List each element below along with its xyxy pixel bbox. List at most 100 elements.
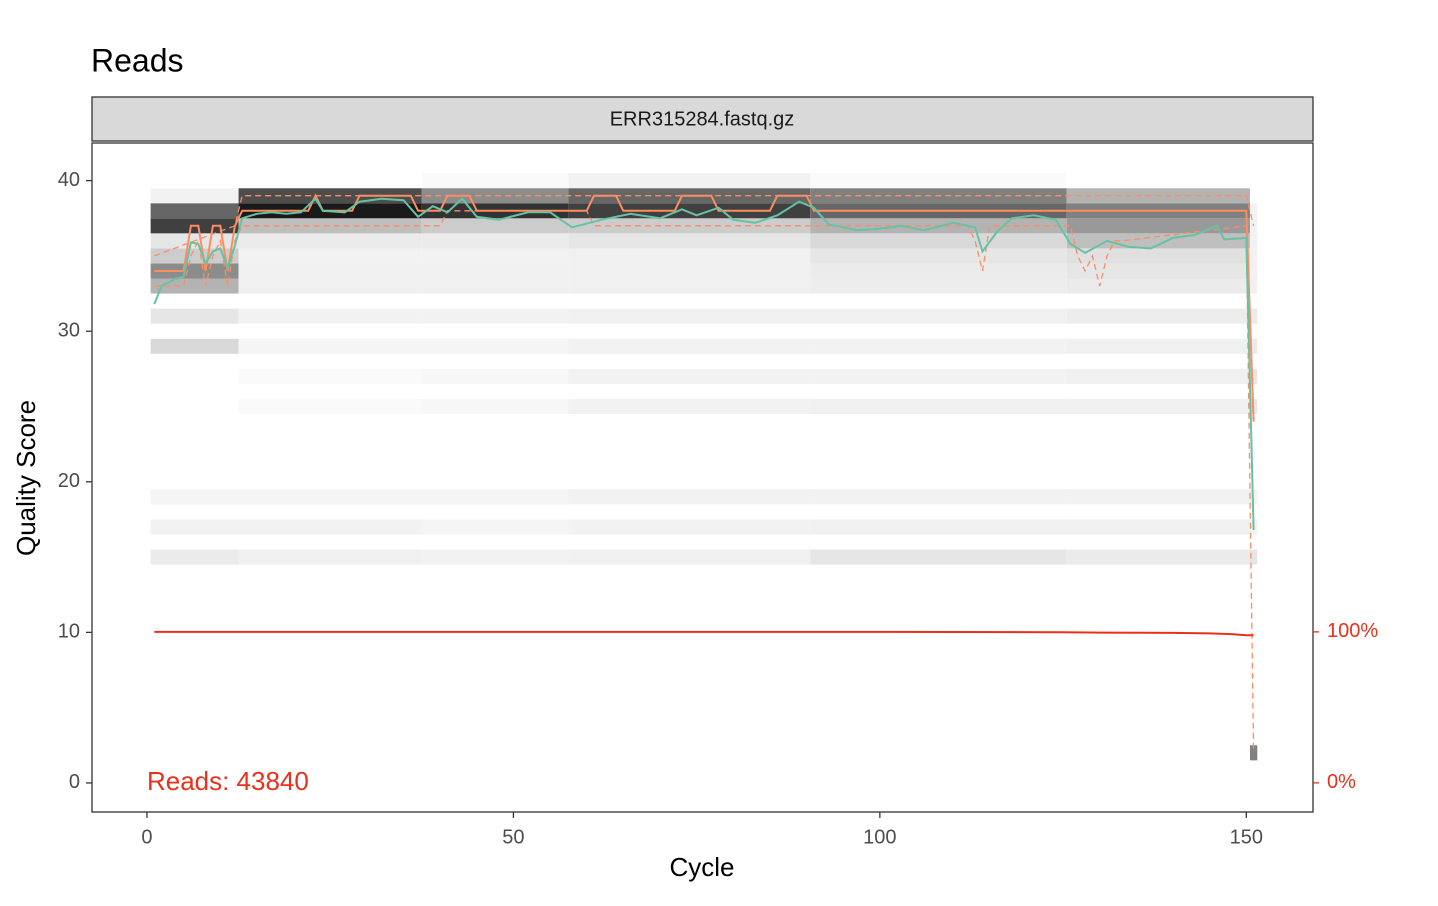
heatmap-tile [150, 173, 239, 189]
heatmap-tile [150, 248, 239, 264]
heatmap-tile [810, 248, 1067, 264]
heatmap-tile [568, 745, 811, 761]
y-tick-label: 20 [58, 470, 80, 492]
heatmap-tile [150, 203, 239, 219]
heatmap-tile [1066, 338, 1250, 354]
y2-tick-label: 0% [1327, 771, 1356, 793]
heatmap-tile [810, 278, 1067, 294]
heatmap-tile [1066, 218, 1250, 234]
heatmap-tile [810, 233, 1067, 249]
heatmap-tile [421, 519, 569, 535]
heatmap-tile [1249, 203, 1258, 219]
heatmap-tile [421, 308, 569, 324]
heatmap-tile [1066, 173, 1250, 189]
heatmap-tile [1066, 745, 1250, 761]
heatmap-tile [150, 263, 239, 279]
heatmap-tile [568, 263, 811, 279]
heatmap-tile [421, 489, 569, 505]
heatmap-tile [421, 549, 569, 565]
x-tick-label: 100 [863, 826, 896, 848]
heatmap-tile [1066, 368, 1250, 384]
heatmap-tile [1249, 368, 1258, 384]
heatmap-tile [1249, 263, 1258, 279]
heatmap-tile [568, 549, 811, 565]
heatmap-tile [568, 519, 811, 535]
heatmap-tile [238, 173, 422, 189]
heatmap-tile [238, 745, 422, 761]
heatmap-tile [810, 173, 1067, 189]
heatmap-tile [1066, 278, 1250, 294]
series-line [154, 210, 1255, 753]
heatmap-tile [1249, 308, 1258, 324]
heatmap-tile [238, 519, 422, 535]
heatmap-tile [1066, 308, 1250, 324]
heatmap-tile [238, 278, 422, 294]
chart-title: Reads [91, 42, 184, 78]
heatmap-tile [1249, 248, 1258, 264]
heatmap-tile [238, 368, 422, 384]
heatmap-tile [568, 308, 811, 324]
heatmap-tile [150, 308, 239, 324]
y-axis-title: Quality Score [11, 400, 41, 556]
heatmap-tile [150, 338, 239, 354]
x-tick-label: 0 [141, 826, 152, 848]
series-line [154, 630, 1254, 637]
heatmap-tile [421, 745, 569, 761]
heatmap-tile [568, 489, 811, 505]
heatmap-tile [810, 549, 1067, 565]
heatmap-tile [238, 549, 422, 565]
series-line [154, 193, 1255, 422]
heatmap-tile [1066, 398, 1250, 415]
heatmap-tile [810, 489, 1067, 505]
heatmap-tile [1249, 218, 1258, 234]
heatmap-tile [568, 398, 811, 415]
heatmap-tile [421, 173, 569, 189]
heatmap-tile [1066, 263, 1250, 279]
heatmap-tile [421, 188, 569, 204]
heatmap-tile [810, 263, 1067, 279]
heatmap-tile [150, 519, 239, 535]
heatmap-tile [150, 398, 239, 415]
heatmap-tile [238, 248, 422, 264]
heatmap-tile [421, 218, 569, 234]
heatmap-tile [238, 398, 422, 415]
heatmap-tile [568, 278, 811, 294]
heatmap-tile [568, 368, 811, 384]
heatmap-tile [238, 233, 422, 249]
heatmap-tile [150, 549, 239, 565]
series-line [153, 197, 1255, 531]
heatmap-tile [1066, 519, 1250, 535]
heatmap-tile [238, 338, 422, 354]
heatmap-tile [1066, 549, 1250, 565]
heatmap-tile [238, 263, 422, 279]
heatmap-tile [568, 248, 811, 264]
heatmap-tile [1249, 173, 1258, 189]
x-tick-label: 50 [502, 826, 524, 848]
heatmap-tile [1249, 233, 1258, 249]
heatmap-tile [150, 368, 239, 384]
heatmap-tile [810, 745, 1067, 761]
heatmap-tile [810, 338, 1067, 354]
panel-border [91, 142, 1314, 813]
y-tick-label: 0 [69, 771, 80, 793]
heatmap-tile [150, 278, 239, 294]
heatmap-tile [238, 218, 422, 234]
heatmap-tile [421, 338, 569, 354]
heatmap-tile [810, 398, 1067, 415]
heatmap-tile [810, 308, 1067, 324]
heatmap-tile [1249, 338, 1258, 354]
y-tick-label: 40 [58, 169, 80, 191]
heatmap-tile [1066, 233, 1250, 249]
heatmap-tile [568, 233, 811, 249]
heatmap-tile [810, 368, 1067, 384]
heatmap-tile [1249, 188, 1258, 204]
heatmap-tile [1066, 489, 1250, 505]
heatmap-tile [150, 188, 239, 204]
facet-strip [91, 96, 1314, 142]
heatmap-tile [150, 489, 239, 505]
heatmap-tile [421, 263, 569, 279]
heatmap-tile [421, 248, 569, 264]
heatmap-tile [421, 233, 569, 249]
series-line [154, 195, 1255, 257]
